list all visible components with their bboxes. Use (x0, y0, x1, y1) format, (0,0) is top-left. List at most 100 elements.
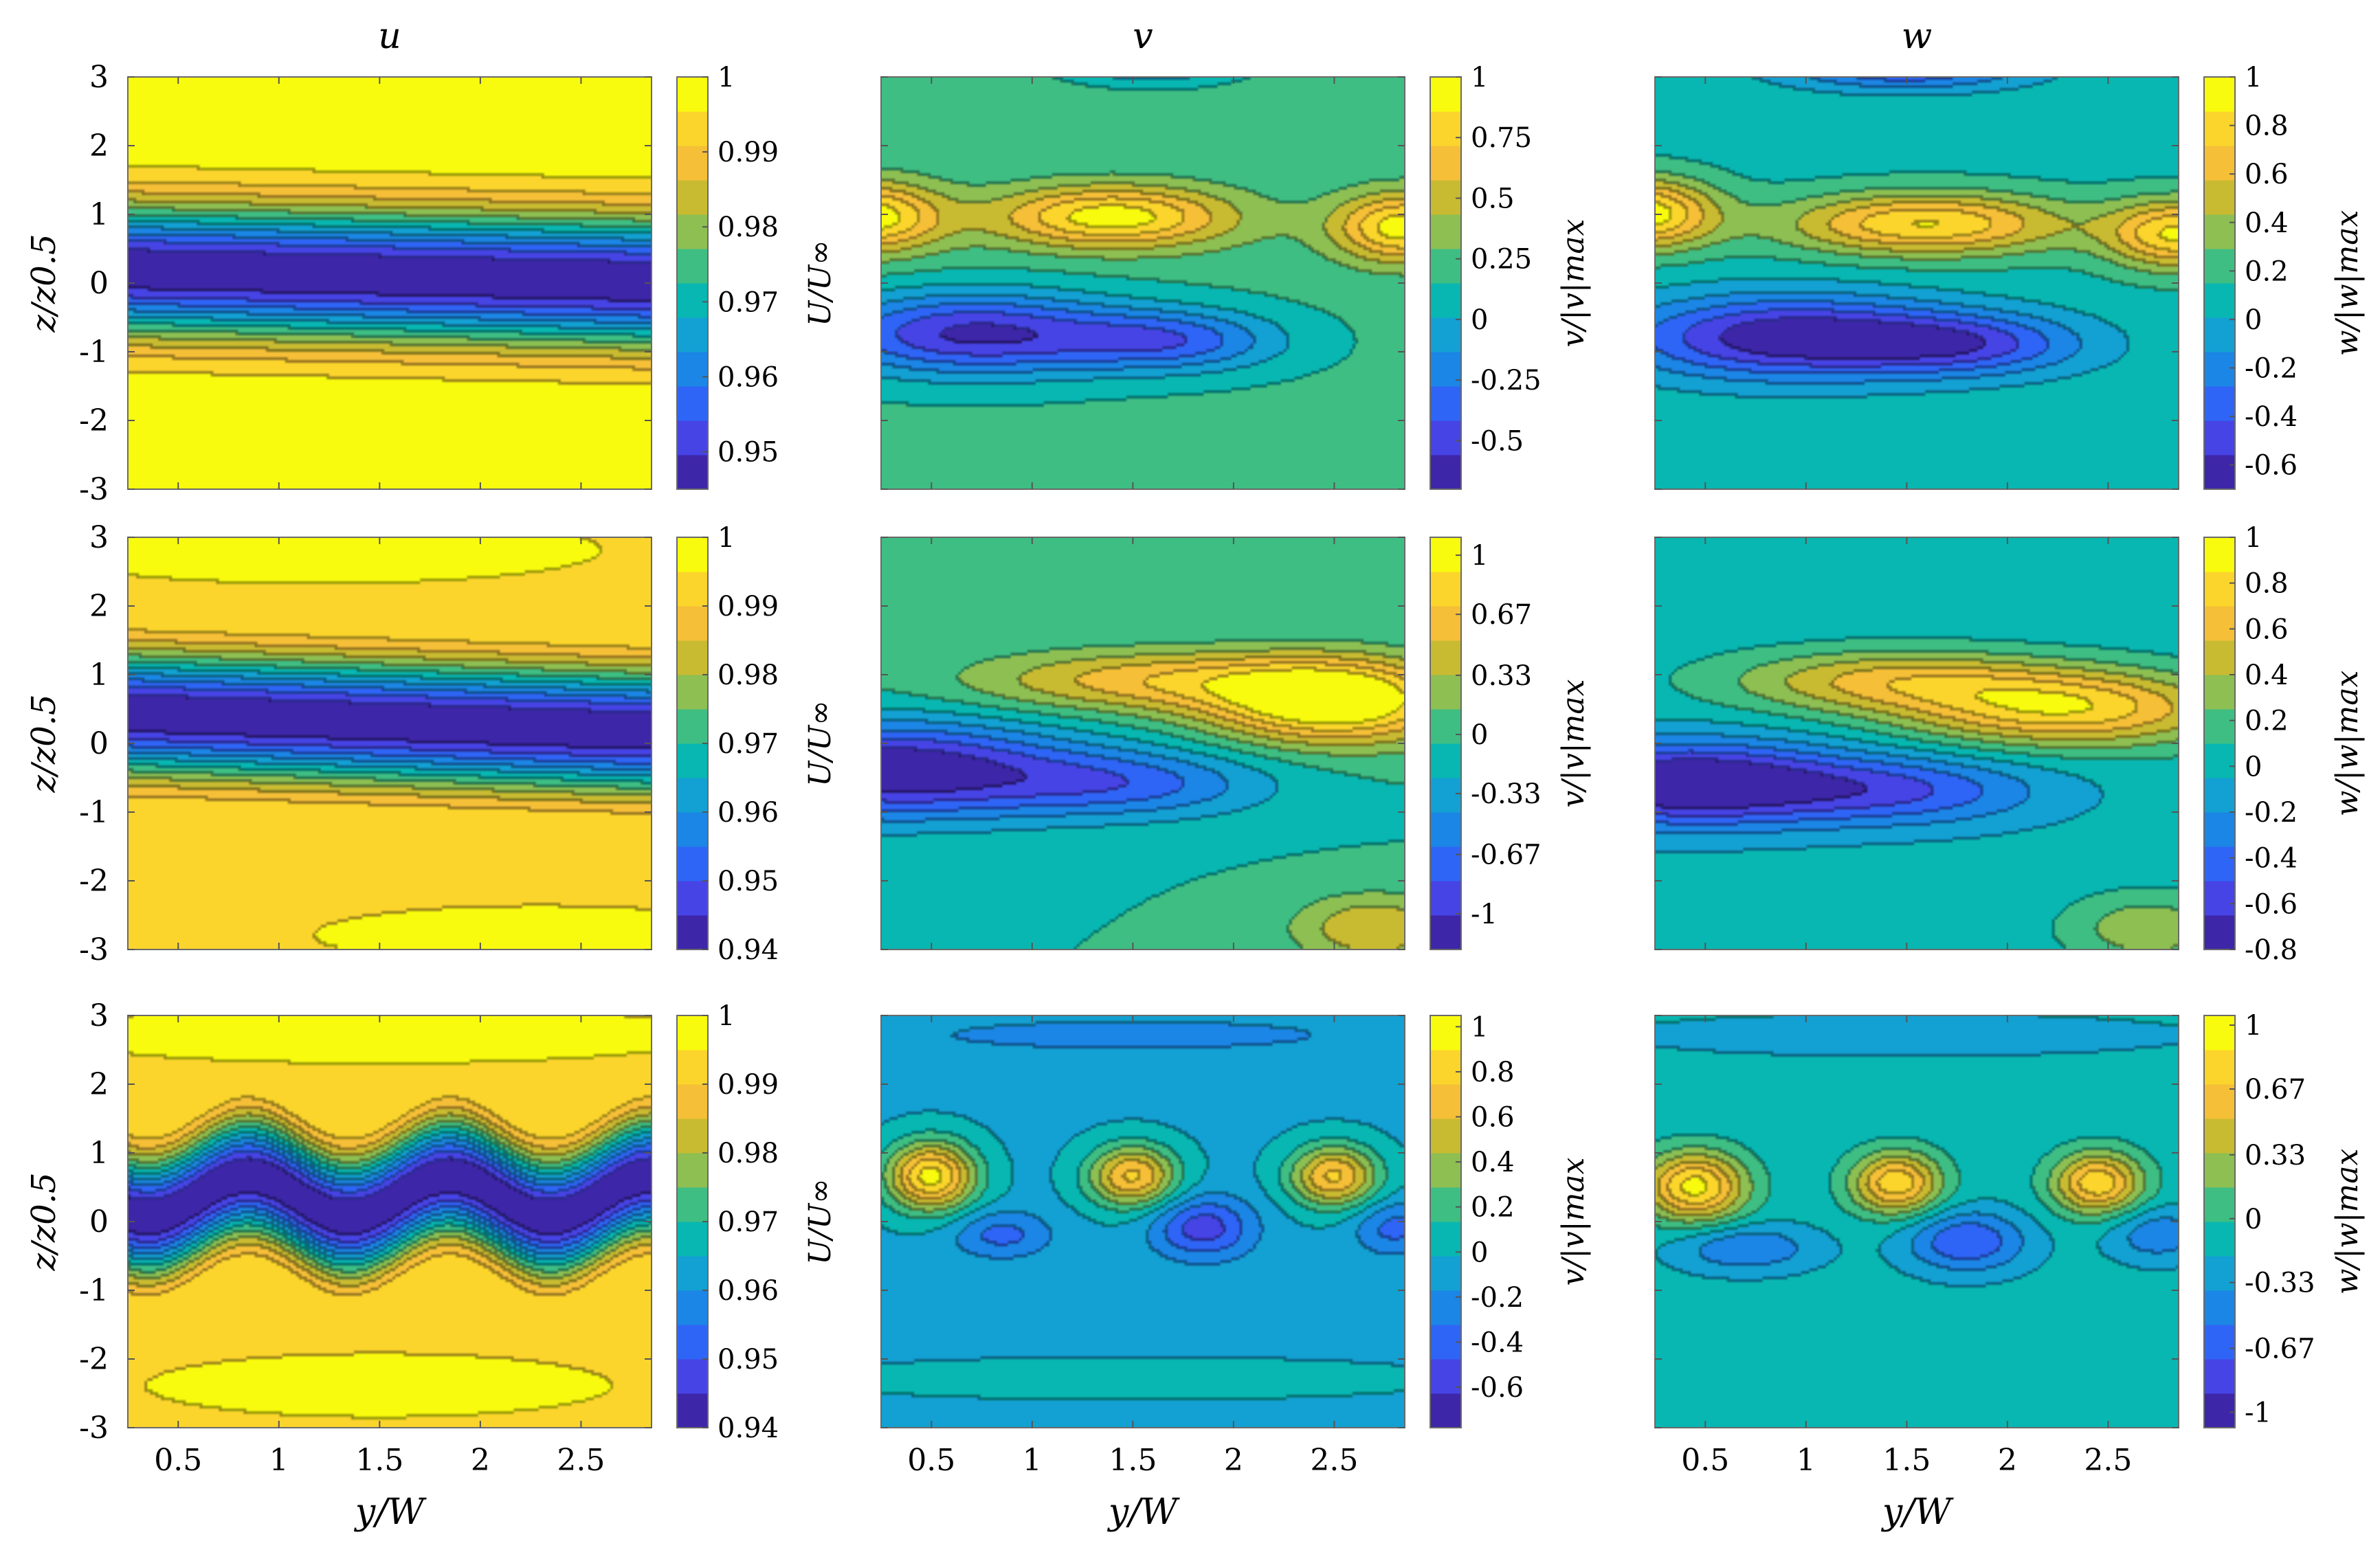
colorbar-tick-label: 0.67 (2245, 1074, 2306, 1105)
colorbar-level (1430, 778, 1461, 813)
colorbar-tick-label: 0.96 (718, 797, 779, 829)
colorbar-v-row1: 1 0.75 0.5 0.25 0 -0.25 -0.5 v/|v|max (1430, 62, 1591, 490)
colorbar-tick-label: -0.2 (1471, 1282, 1524, 1314)
y-tick-label: -3 (79, 472, 109, 507)
colorbar-tick-label: 0 (1471, 304, 1488, 336)
colorbar-level (1430, 317, 1461, 352)
colorbar-tick-label: -1 (2245, 1397, 2271, 1428)
colorbar-level (677, 881, 708, 916)
x-tick-label: 1.5 (355, 1443, 403, 1478)
colorbar-tick-label: -0.4 (1471, 1327, 1524, 1358)
colorbar-level (2204, 1393, 2235, 1428)
colorbar-level (1430, 283, 1461, 318)
colorbar-level (677, 77, 708, 112)
colorbar-level (2204, 146, 2235, 181)
colorbar-level (2204, 1359, 2235, 1394)
colorbar-tick-label: 1 (2245, 522, 2262, 554)
colorbar-label: U/U∞ (803, 1178, 838, 1265)
y-tick-label: -1 (79, 335, 109, 370)
contour-field-u-row2 (128, 537, 652, 950)
colorbar-tick-label: 0.67 (1471, 599, 1532, 631)
x-tick-label: 0.5 (907, 1443, 955, 1478)
colorbar-level (1430, 1015, 1461, 1051)
colorbar-level (2204, 1325, 2235, 1360)
colorbar-frame (2203, 1015, 2236, 1428)
colorbar-level (1430, 77, 1461, 112)
colorbar-level (677, 1325, 708, 1360)
colorbar-level (677, 915, 708, 950)
colorbar-level (2204, 317, 2235, 352)
colorbar-level (677, 537, 708, 572)
colorbar-level (1430, 572, 1461, 607)
colorbar-level (677, 1222, 708, 1257)
colorbar-level (677, 606, 708, 641)
y-tick-label: 1 (89, 197, 109, 232)
colorbar-level (1430, 1290, 1461, 1325)
y-tick-label: 0 (89, 726, 109, 761)
colorbar-level (1430, 352, 1461, 387)
colorbar-tick-label: -0.6 (1471, 1372, 1524, 1404)
colorbar-tick-label: -0.25 (1471, 365, 1542, 396)
x-tick-label: 1 (1023, 1443, 1042, 1478)
y-tick-label: -2 (79, 864, 109, 899)
colorbar-tick-label: -0.6 (2245, 450, 2298, 482)
colorbar-level (677, 572, 708, 607)
colorbar-tick-label: 0 (2245, 1204, 2262, 1235)
colorbar-level (1430, 1359, 1461, 1394)
colorbar-tick-label: 0.2 (1471, 1192, 1515, 1224)
colorbar-frame (676, 76, 709, 490)
colorbar-level (2204, 283, 2235, 318)
colorbar-level (2204, 1187, 2235, 1222)
colorbar-tick-label: 0.95 (718, 866, 779, 897)
colorbar-level (2204, 881, 2235, 916)
colorbar-frame (2203, 76, 2236, 490)
colorbar-tick-label: 1 (718, 1000, 735, 1032)
contour-field-v-row2 (881, 537, 1405, 950)
x-tick-label: 0.5 (1681, 1443, 1729, 1478)
colorbar-level (2204, 1290, 2235, 1325)
colorbar-level (2204, 1084, 2235, 1119)
colorbar-tick-label: 0.4 (2245, 207, 2289, 239)
y-axis-label: z/z0.5 (25, 694, 63, 793)
panel-u-row2: 3 2 1 0 -1 -2 -3 z/z0.5 1 0.99 0.98 0.97 0.96 0.95 0.9… (25, 520, 838, 967)
colorbar-frame (1430, 76, 1462, 490)
colorbar-level (2204, 1153, 2235, 1188)
y-tick-label: 0 (89, 1204, 109, 1239)
colorbar-level (2204, 640, 2235, 675)
colorbar-tick-label: -0.2 (2245, 353, 2298, 385)
colorbar-level (1430, 1119, 1461, 1154)
colorbar-level (1430, 915, 1461, 950)
colorbar-u-row1: 1 0.99 0.98 0.97 0.96 0.95 U/U∞ (676, 62, 838, 490)
colorbar-level (677, 352, 708, 387)
y-tick-label: -1 (79, 795, 109, 830)
colorbar-tick-label: 0 (2245, 751, 2262, 783)
panel-v-row2: 1 0.67 0.33 0 -0.33 -0.67 -1 v/|v|max (880, 537, 1591, 950)
y-axis-label: z/z0.5 (25, 234, 63, 333)
y-tick-label: -3 (79, 1411, 109, 1446)
contour-field-w-row1 (1655, 77, 2179, 489)
colorbar-level (677, 420, 708, 456)
colorbar-tick-label: 0.97 (718, 287, 779, 318)
x-tick-label: 0.5 (154, 1443, 202, 1478)
colorbar-tick-label: 0.6 (1471, 1102, 1515, 1134)
colorbar-level (1430, 640, 1461, 675)
column-title-v: v (1133, 16, 1153, 57)
colorbar-level (2204, 1015, 2235, 1051)
panel-v-row3: 0.5 1 1.5 2 2.5 y/W 1 0.8 0.6 0.4 0.2 0 -0.2 -0.4 -0.6… (880, 1011, 1591, 1533)
colorbar-level (2204, 1119, 2235, 1154)
colorbar-tick-label: 0.94 (718, 1413, 779, 1444)
colorbar-level (1430, 743, 1461, 778)
contour-field-w-row2 (1655, 537, 2179, 950)
colorbar-tick-label: 0.95 (718, 436, 779, 468)
colorbar-level (1430, 1393, 1461, 1428)
colorbar-level (677, 283, 708, 318)
colorbar-level (1430, 1187, 1461, 1222)
colorbar-tick-label: 0.99 (718, 137, 779, 168)
colorbar-tick-label: 0.75 (1471, 122, 1532, 154)
colorbar-level (1430, 1084, 1461, 1119)
colorbar-label: U/U∞ (803, 700, 838, 787)
colorbar-level (1430, 111, 1461, 146)
colorbar-v-row2: 1 0.67 0.33 0 -0.33 -0.67 -1 v/|v|max (1430, 537, 1591, 950)
colorbar-label: U/U∞ (803, 240, 838, 326)
